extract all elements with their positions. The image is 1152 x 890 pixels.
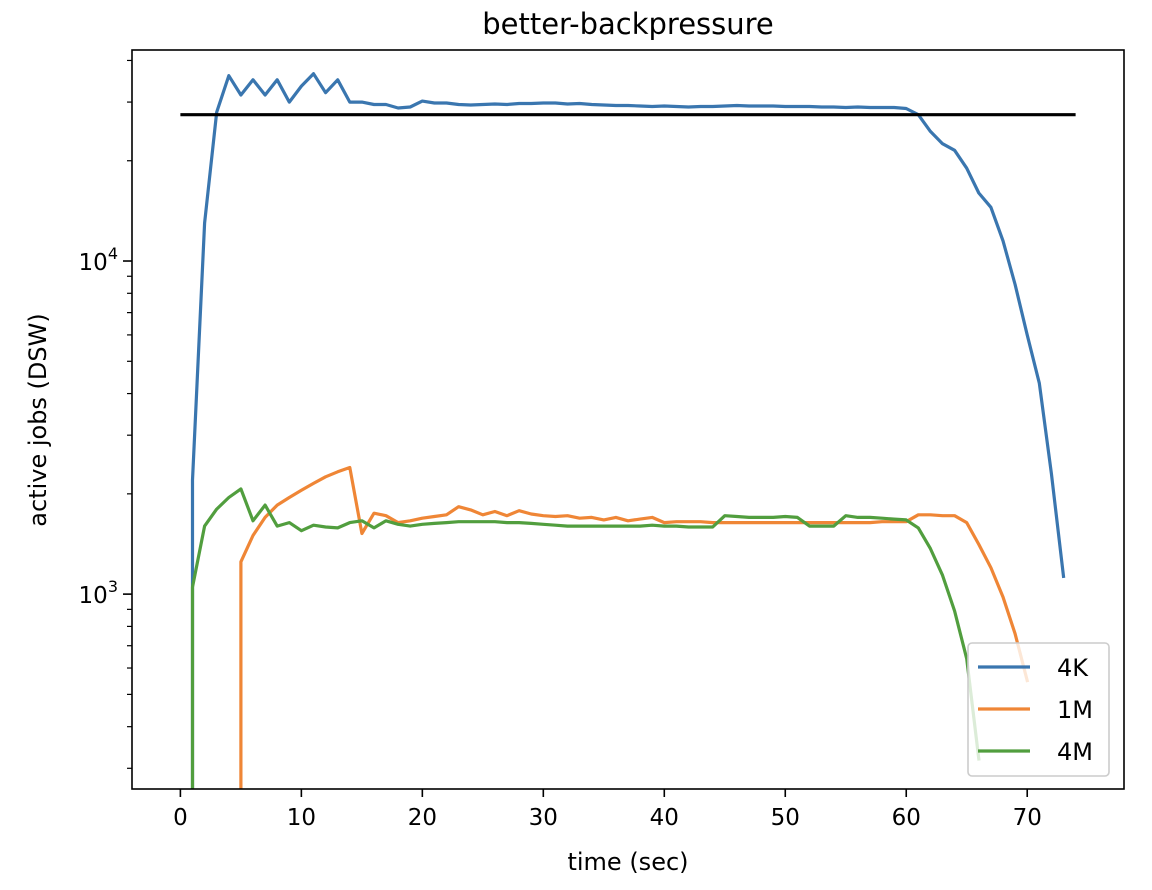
x-tick-label: 50 [771, 805, 800, 831]
y-tick-label: 104 [79, 244, 118, 276]
x-axis-label: time (sec) [567, 848, 688, 876]
legend-label-1m: 1M [1057, 696, 1093, 724]
y-axis-label: active jobs (DSW) [24, 313, 52, 526]
x-tick-label: 10 [287, 805, 316, 831]
x-tick-label: 30 [529, 805, 558, 831]
series-line-1m [239, 465, 1030, 789]
legend-label-4k: 4K [1057, 654, 1089, 682]
chart-title: better-backpressure [482, 7, 774, 41]
x-tick-label: 70 [1013, 805, 1042, 831]
legend-label-4m: 4M [1057, 738, 1093, 766]
x-tick-label: 60 [892, 805, 921, 831]
series-layer [180, 72, 1076, 789]
x-tick-label: 40 [650, 805, 679, 831]
plot-frame [131, 49, 1125, 790]
y-tick-label: 103 [79, 577, 118, 609]
axes-layer: 0 10 20 30 40 50 60 70 103 104 [79, 49, 1125, 831]
legend-box [967, 642, 1110, 777]
legend: 4K 1M 4M [967, 642, 1110, 777]
x-tick-label: 20 [408, 805, 437, 831]
series-line-4m [190, 487, 981, 789]
x-tick-label: 0 [173, 805, 188, 831]
